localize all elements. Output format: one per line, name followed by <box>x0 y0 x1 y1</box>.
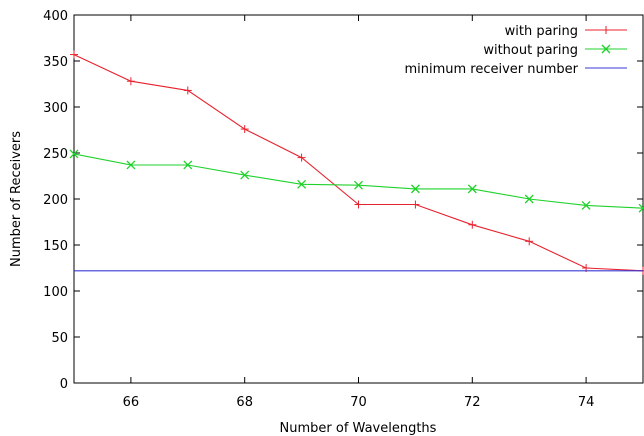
x-tick-label: 74 <box>578 395 595 410</box>
data-point-1 <box>183 160 193 170</box>
x-axis-title: Number of Wavelengths <box>280 421 437 436</box>
y-tick-label: 250 <box>43 147 68 162</box>
y-tick-label: 200 <box>43 193 68 208</box>
legend-label: minimum receiver number <box>404 62 578 77</box>
data-point-1 <box>297 179 307 189</box>
legend-label: with paring <box>505 24 578 39</box>
x-tick-label: 68 <box>236 395 253 410</box>
y-tick-label: 150 <box>43 239 68 254</box>
y-tick-label: 0 <box>60 377 68 392</box>
data-point-0 <box>525 237 534 246</box>
y-tick-label: 300 <box>43 101 68 116</box>
x-tick-label: 70 <box>350 395 367 410</box>
data-point-1 <box>410 184 420 194</box>
y-axis: 0 50 100 150 200 250 300 350 400 <box>43 9 643 392</box>
y-tick-label: 350 <box>43 55 68 70</box>
series-line-1 <box>73 153 644 209</box>
data-point-0 <box>240 125 249 134</box>
data-point-0 <box>297 153 306 162</box>
y-axis-title: Number of Receivers <box>9 131 24 267</box>
legend-label: without paring <box>483 43 578 58</box>
x-axis: 66 68 70 72 74 <box>123 15 595 410</box>
data-point-1 <box>240 170 250 180</box>
data-point-1 <box>354 180 363 190</box>
y-tick-label: 50 <box>51 331 68 346</box>
legend-marker <box>602 26 610 34</box>
legend: with paring without paring minimum receive… <box>404 24 627 77</box>
data-point-1 <box>581 200 591 210</box>
x-tick-label: 72 <box>464 395 481 410</box>
data-point-1 <box>524 194 534 204</box>
data-point-1 <box>126 160 136 170</box>
x-tick-label: 66 <box>123 395 140 410</box>
y-tick-label: 100 <box>43 285 68 300</box>
data-point-0 <box>411 200 420 209</box>
data-point-0 <box>126 77 135 86</box>
data-point-0 <box>354 200 363 209</box>
data-point-1 <box>467 184 477 194</box>
data-point-0 <box>183 86 192 95</box>
data-point-0 <box>70 50 78 59</box>
legend-marker <box>601 44 611 54</box>
series-layer <box>69 50 644 275</box>
data-point-1 <box>638 203 644 213</box>
data-point-1 <box>69 149 79 159</box>
data-point-0 <box>468 220 477 229</box>
y-tick-label: 400 <box>43 9 68 24</box>
series-line-0 <box>73 54 644 272</box>
